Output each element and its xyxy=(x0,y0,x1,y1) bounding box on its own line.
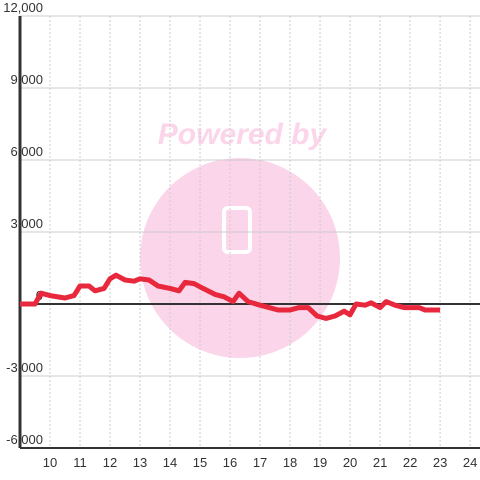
x-tick-label: 19 xyxy=(313,455,327,470)
y-tick-label: 3,000 xyxy=(10,216,43,231)
x-tick-label: 15 xyxy=(193,455,207,470)
x-tick-label: 17 xyxy=(253,455,267,470)
x-tick-label: 12 xyxy=(103,455,117,470)
y-tick-label: 12,000 xyxy=(3,0,43,15)
x-tick-label: 22 xyxy=(403,455,417,470)
x-tick-label: 20 xyxy=(343,455,357,470)
data-line xyxy=(20,272,441,321)
x-tick-label: 24 xyxy=(463,455,477,470)
y-tick-label: -6,000 xyxy=(6,432,43,447)
y-tick-label: 9,000 xyxy=(10,72,43,87)
y-tick-label: 6,000 xyxy=(10,144,43,159)
y-tick-label: -3,000 xyxy=(6,360,43,375)
x-tick-label: 11 xyxy=(73,455,87,470)
x-tick-label: 13 xyxy=(133,455,147,470)
x-tick-label: 10 xyxy=(43,455,57,470)
x-tick-label: 18 xyxy=(283,455,297,470)
x-tick-label: 14 xyxy=(163,455,177,470)
x-tick-label: 16 xyxy=(223,455,237,470)
x-tick-label: 21 xyxy=(373,455,387,470)
x-tick-label: 23 xyxy=(433,455,447,470)
watermark-icon xyxy=(222,206,252,254)
watermark-text: Powered by xyxy=(158,118,328,151)
